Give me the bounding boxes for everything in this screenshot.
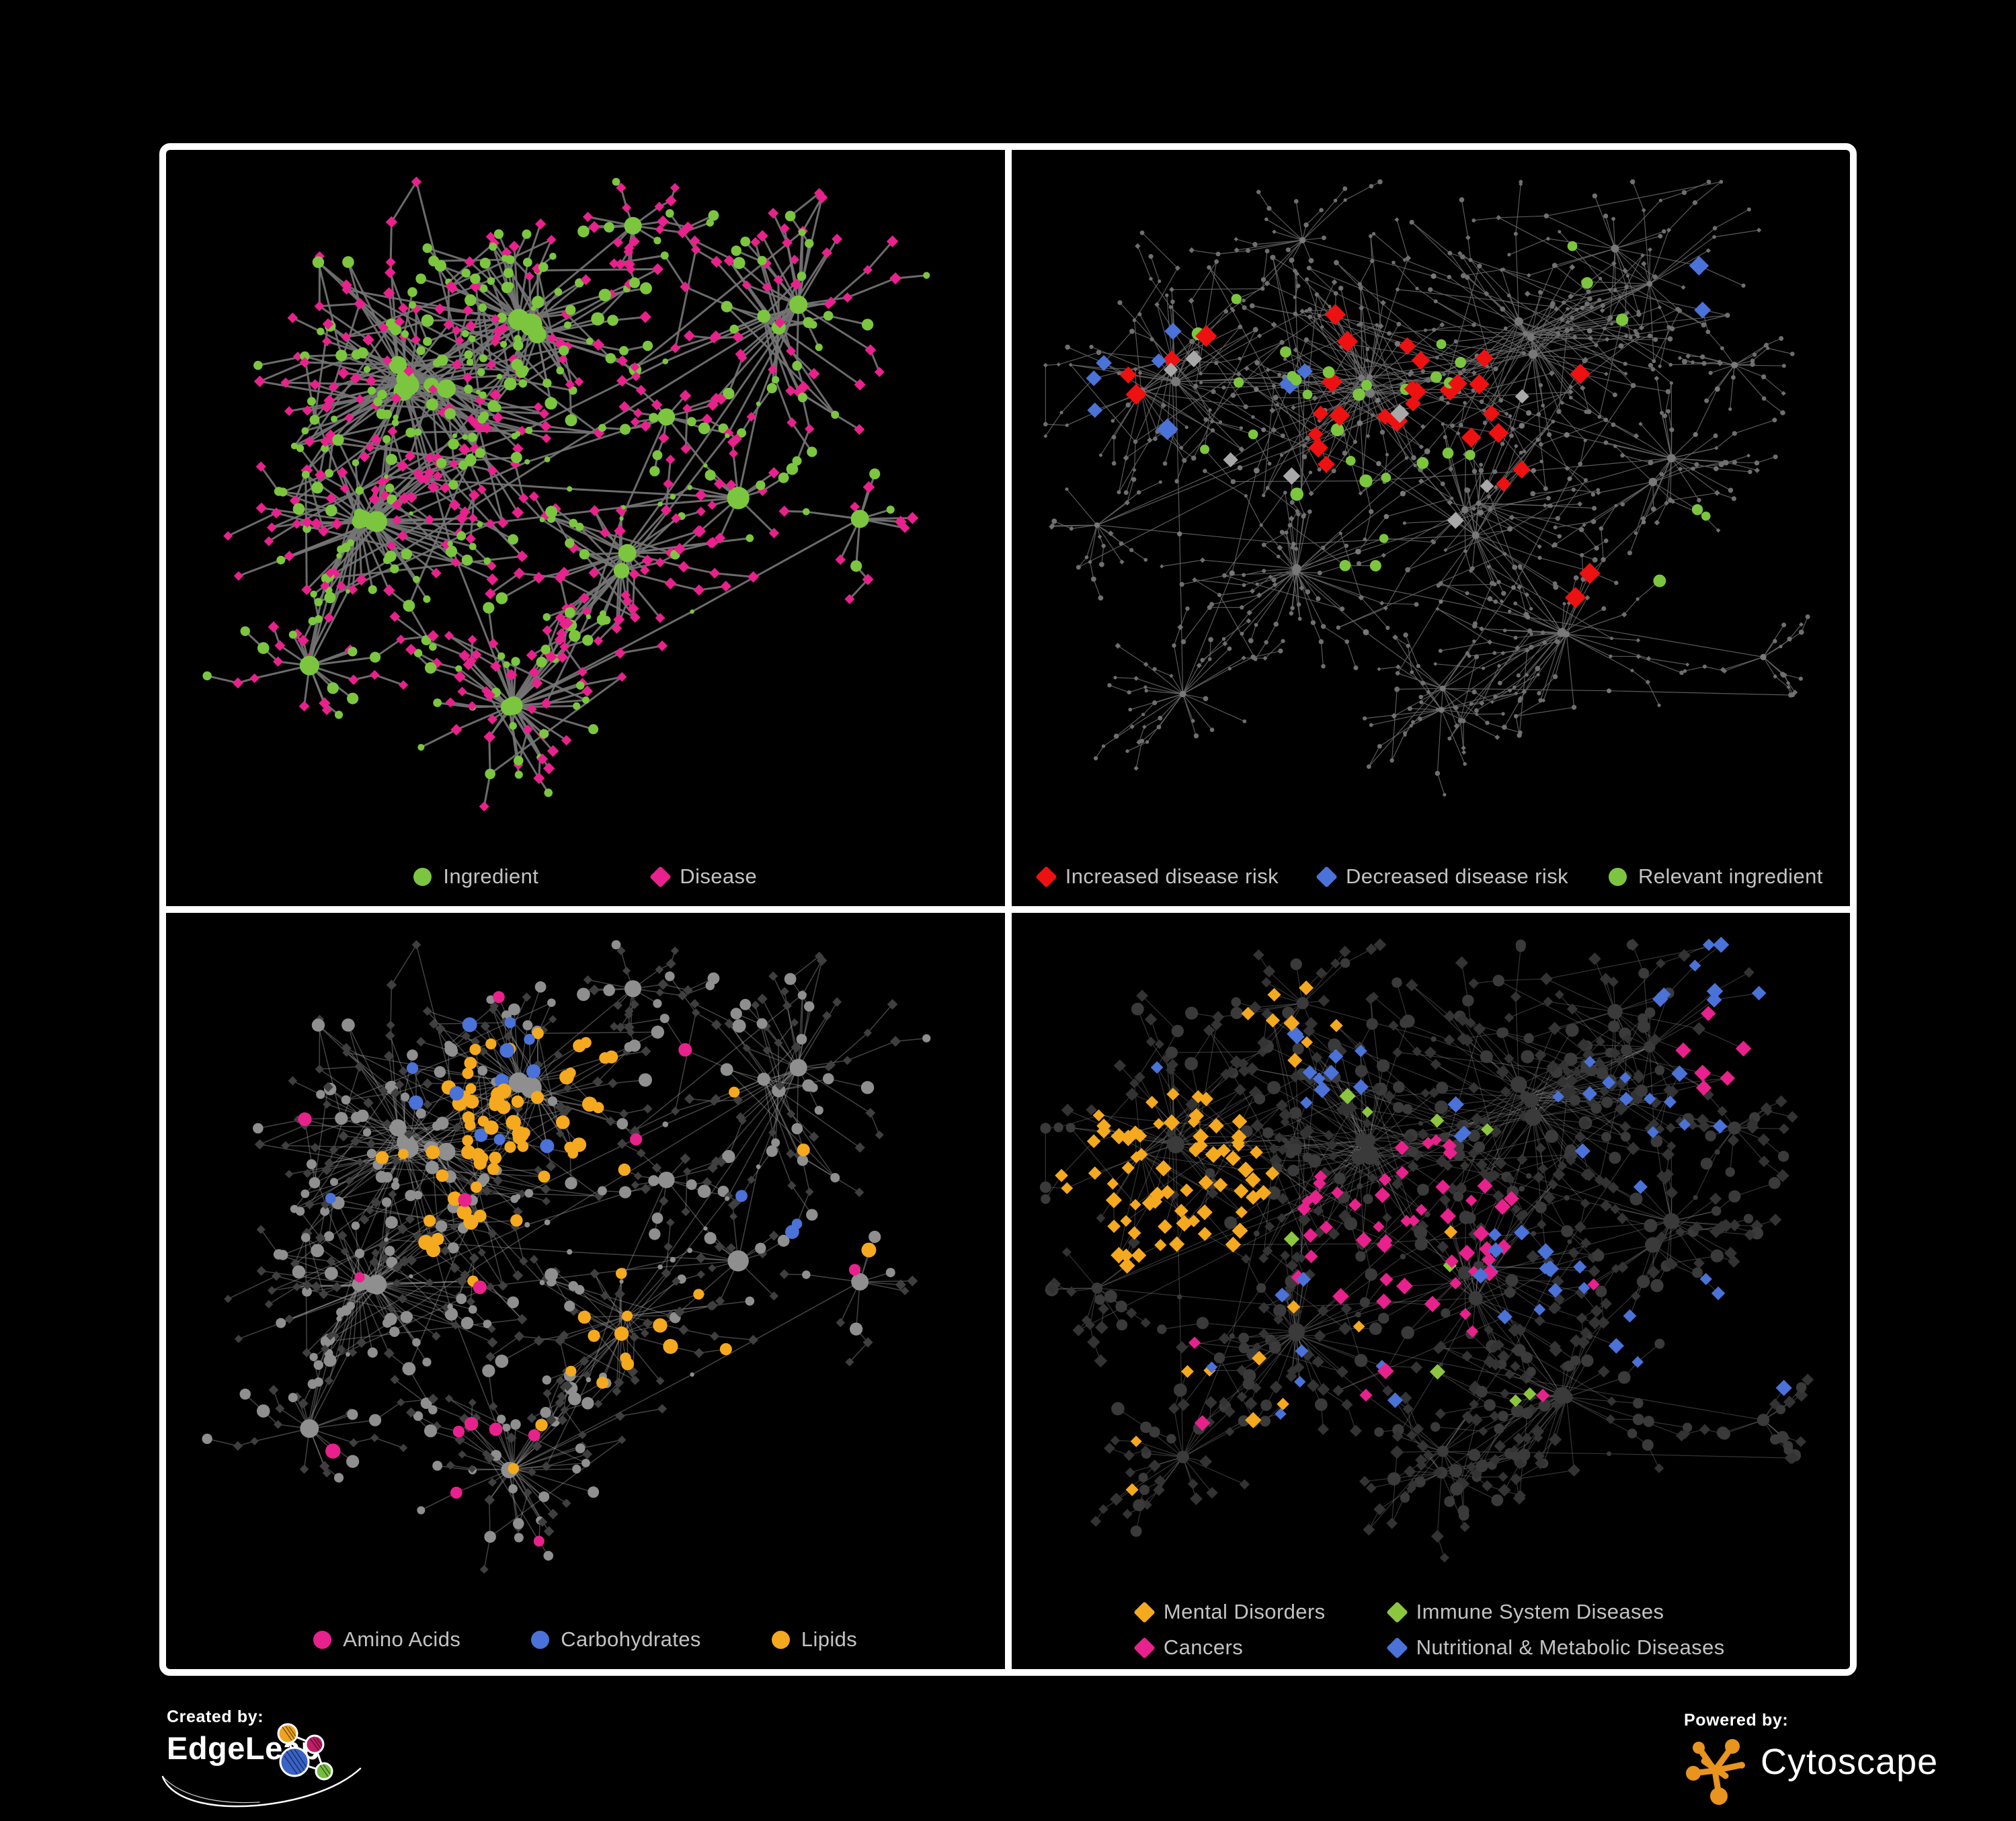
legend-label: Increased disease risk bbox=[1065, 864, 1279, 889]
legend-item-lipids: Lipids bbox=[772, 1627, 857, 1652]
legend-item-nutritional-metabolic-diseases: Nutritional & Metabolic Diseases bbox=[1389, 1635, 1725, 1660]
legend-item-immune-system-diseases: Immune System Diseases bbox=[1389, 1600, 1725, 1624]
nutritional-metabolic-diamond-icon bbox=[1386, 1637, 1408, 1659]
legend-item-relevant-ingredient: Relevant ingredient bbox=[1609, 864, 1823, 889]
legend-item-increased-risk: Increased disease risk bbox=[1039, 864, 1279, 889]
legend-disease-categories: Mental Disorders Immune System Diseases … bbox=[1012, 1600, 1851, 1660]
panel-nutrient-groups: Amino Acids Carbohydrates Lipids bbox=[166, 913, 1005, 1669]
network-disease-risk bbox=[1012, 150, 1851, 842]
legend-label: Immune System Diseases bbox=[1416, 1600, 1664, 1624]
legend-label: Cancers bbox=[1164, 1635, 1243, 1660]
legend-item-disease: Disease bbox=[653, 864, 757, 889]
increased-risk-diamond-icon bbox=[1035, 866, 1057, 888]
legend-item-amino-acids: Amino Acids bbox=[313, 1627, 460, 1652]
panel-ingredient-disease: Ingredient Disease bbox=[166, 150, 1005, 906]
legend-disease-risk: Increased disease risk Decreased disease… bbox=[1012, 864, 1851, 889]
edgeleap-logo-icon bbox=[266, 1717, 341, 1793]
credit-powered-by: Powered by: Cytoscape bbox=[1684, 1711, 1938, 1806]
legend-item-ingredient: Ingredient bbox=[413, 864, 538, 889]
carbohydrates-circle-icon bbox=[531, 1631, 549, 1649]
cancers-diamond-icon bbox=[1133, 1637, 1156, 1659]
cytoscape-brand: Cytoscape bbox=[1684, 1736, 1938, 1806]
legend-label: Ingredient bbox=[443, 864, 538, 889]
legend-label: Nutritional & Metabolic Diseases bbox=[1416, 1635, 1725, 1660]
cytoscape-wordmark: Cytoscape bbox=[1761, 1744, 1938, 1780]
ingredient-circle-icon bbox=[413, 868, 432, 886]
credit-created-by: Created by: EdgeLeap bbox=[167, 1707, 321, 1764]
network-disease-categories bbox=[1012, 913, 1851, 1605]
legend-label: Lipids bbox=[801, 1627, 857, 1652]
powered-by-label: Powered by: bbox=[1684, 1711, 1938, 1730]
cytoscape-logo-icon bbox=[1684, 1736, 1751, 1806]
legend-ingredient-disease: Ingredient Disease bbox=[166, 864, 1005, 889]
legend-label: Carbohydrates bbox=[561, 1627, 701, 1652]
decreased-risk-diamond-icon bbox=[1316, 866, 1338, 888]
legend-item-decreased-risk: Decreased disease risk bbox=[1319, 864, 1568, 889]
figure-grid: Ingredient Disease Increased disease ris… bbox=[159, 143, 1857, 1676]
legend-label: Disease bbox=[680, 864, 757, 889]
edgeleap-brand: EdgeLeap bbox=[167, 1732, 321, 1764]
lipids-circle-icon bbox=[772, 1631, 790, 1649]
legend-nutrient-groups: Amino Acids Carbohydrates Lipids bbox=[166, 1627, 1005, 1652]
legend-item-cancers: Cancers bbox=[1137, 1635, 1326, 1660]
legend-label: Amino Acids bbox=[343, 1627, 460, 1652]
amino-acids-circle-icon bbox=[313, 1631, 331, 1649]
legend-label: Relevant ingredient bbox=[1638, 864, 1823, 889]
panel-disease-risk: Increased disease risk Decreased disease… bbox=[1012, 150, 1851, 906]
legend-item-mental-disorders: Mental Disorders bbox=[1137, 1600, 1326, 1624]
legend-item-carbohydrates: Carbohydrates bbox=[531, 1627, 701, 1652]
network-nutrient-groups bbox=[166, 913, 1005, 1605]
legend-label: Mental Disorders bbox=[1164, 1600, 1326, 1624]
mental-disorders-diamond-icon bbox=[1133, 1601, 1156, 1623]
relevant-ingredient-circle-icon bbox=[1609, 868, 1627, 886]
disease-diamond-icon bbox=[650, 866, 672, 888]
panel-disease-categories: Mental Disorders Immune System Diseases … bbox=[1012, 913, 1851, 1669]
immune-diseases-diamond-icon bbox=[1386, 1601, 1408, 1623]
network-ingredient-disease bbox=[166, 150, 1005, 842]
legend-label: Decreased disease risk bbox=[1346, 864, 1568, 889]
